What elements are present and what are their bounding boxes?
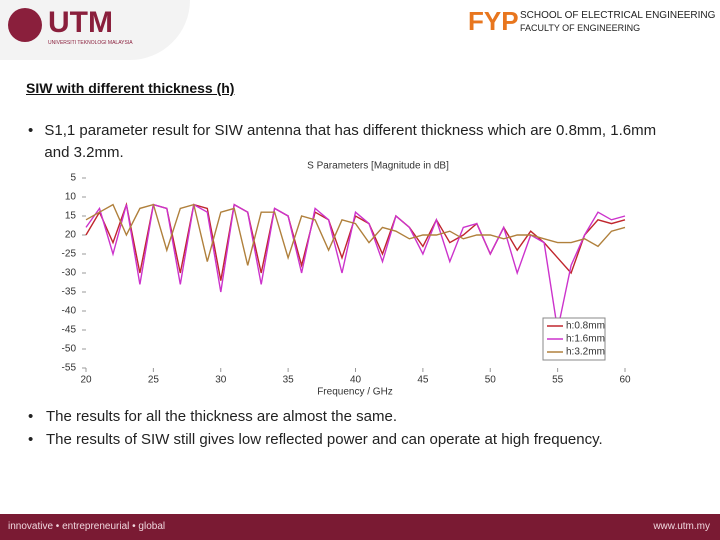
x-tick-label: 30: [215, 375, 227, 386]
faculty: FACULTY OF ENGINEERING: [520, 23, 641, 33]
x-tick-label: 20: [80, 375, 92, 386]
logo: UTM: [48, 6, 113, 39]
x-tick-label: 60: [619, 375, 631, 386]
y-tick-label: 5: [70, 173, 76, 184]
y-tick-label: -30: [62, 268, 77, 279]
series-line: [85, 203, 626, 331]
y-tick-label: -45: [62, 325, 77, 336]
x-axis-label: Frequency / GHz: [317, 387, 393, 398]
x-tick-label: 45: [417, 375, 429, 386]
bullet-list: • The results for all the thickness are a…: [28, 405, 603, 451]
bullet-text: The results of SIW still gives low refle…: [46, 431, 603, 448]
y-tick-label: 20: [65, 230, 77, 241]
bullet: • The results of SIW still gives low refl…: [28, 428, 603, 451]
bullet: • The results for all the thickness are a…: [28, 405, 603, 428]
slide-title: SIW with different thickness (h): [26, 80, 235, 96]
y-tick-label: -35: [62, 287, 77, 298]
y-tick-label: -50: [62, 344, 77, 355]
bullet-text: S1,1 parameter result for SIW antenna th…: [44, 122, 657, 161]
logo-subtitle: UNIVERSITI TEKNOLOGI MALAYSIA: [48, 40, 133, 46]
x-tick-label: 50: [485, 375, 497, 386]
logo-emblem: [8, 8, 42, 42]
y-tick-label: 15: [65, 211, 77, 222]
y-tick-label: -40: [62, 306, 77, 317]
legend-label: h:3.2mm: [566, 347, 605, 358]
chart-title: S Parameters [Magnitude in dB]: [307, 161, 449, 172]
footer-tagline: innovative • entrepreneurial • global: [8, 521, 166, 532]
footer-url: www.utm.my: [653, 521, 710, 532]
x-tick-label: 40: [350, 375, 362, 386]
series-line: [85, 203, 626, 266]
x-tick-label: 55: [552, 375, 564, 386]
x-tick-label: 35: [283, 375, 295, 386]
bullet: • S1,1 parameter result for SIW antenna t…: [28, 120, 678, 164]
program: FYP: [468, 6, 519, 36]
legend-label: h:0.8mm: [566, 321, 605, 332]
school: SCHOOL OF ELECTRICAL ENGINEERING: [520, 10, 716, 21]
bullet-text: The results for all the thickness are al…: [46, 408, 397, 425]
legend-label: h:1.6mm: [566, 334, 605, 345]
series-line: [85, 201, 626, 281]
x-tick-label: 25: [148, 375, 160, 386]
y-tick-label: -55: [62, 363, 77, 374]
chart: S Parameters [Magnitude in dB] Frequency…: [60, 158, 640, 398]
y-tick-label: 10: [65, 192, 77, 203]
y-tick-label: -25: [62, 249, 77, 260]
footer: innovative • entrepreneurial • global ww…: [0, 514, 720, 540]
